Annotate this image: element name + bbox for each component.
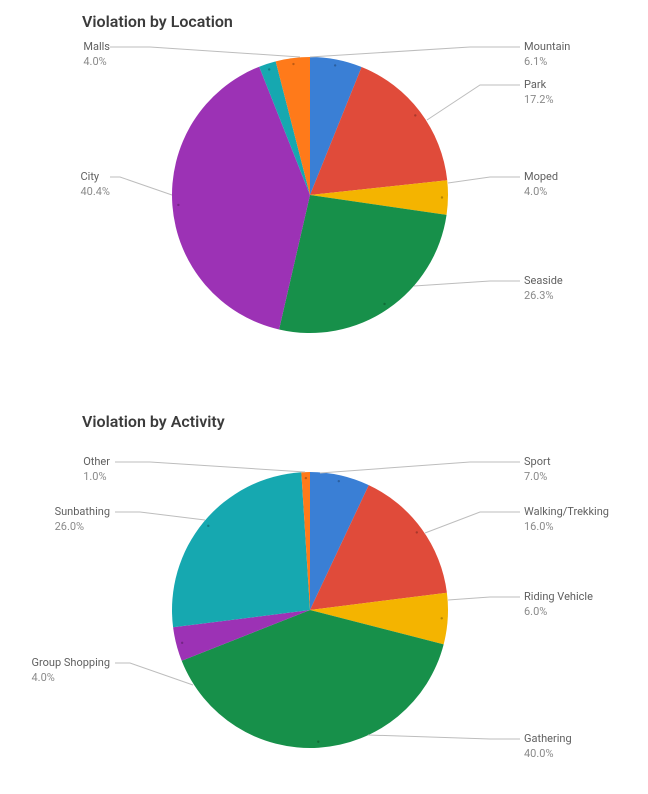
slice-label: Moped4.0%: [524, 170, 558, 200]
slice-label-pct: 16.0%: [524, 520, 609, 535]
slice-label-pct: 1.0%: [83, 470, 110, 485]
leader-line: [414, 281, 520, 286]
chart-location: Violation by LocationMountain6.1%Park17.…: [0, 0, 648, 400]
slice-label-name: Gathering: [524, 732, 572, 747]
pie-slice: [172, 472, 310, 627]
slice-marker: [416, 531, 418, 533]
slice-label-name: Sport: [524, 455, 551, 470]
slice-label-name: Moped: [524, 170, 558, 185]
leader-line: [427, 85, 520, 120]
slice-label: Gathering40.0%: [524, 732, 572, 762]
leader-line: [320, 462, 520, 473]
slice-label-name: Mountain: [524, 40, 570, 55]
leader-line: [115, 663, 193, 685]
slice-label: City40.4%: [80, 170, 110, 200]
leader-line: [448, 597, 520, 600]
leader-line: [310, 47, 520, 57]
slice-label-pct: 4.0%: [32, 671, 111, 686]
slice-label-name: Other: [83, 455, 110, 470]
slice-label: Group Shopping4.0%: [32, 656, 111, 686]
slice-marker: [292, 63, 294, 65]
slice-label-name: Group Shopping: [32, 656, 111, 671]
slice-label-pct: 40.0%: [524, 747, 572, 762]
slice-label-pct: 4.0%: [524, 185, 558, 200]
slice-label: Mountain6.1%: [524, 40, 570, 70]
slice-marker: [268, 68, 270, 70]
slice-label-pct: 40.4%: [80, 185, 110, 200]
slice-label-pct: 6.1%: [524, 55, 570, 70]
slice-marker: [338, 480, 340, 482]
slice-label-pct: 26.3%: [524, 289, 563, 304]
slice-marker: [317, 741, 319, 743]
leader-line: [448, 177, 520, 183]
slice-label-name: Malls: [83, 40, 110, 55]
slice-marker: [181, 642, 183, 644]
leader-line: [115, 462, 305, 472]
slice-label-name: Sunbathing: [55, 505, 110, 520]
slice-label-name: City: [80, 170, 110, 185]
slice-marker: [334, 64, 336, 66]
slice-label: Walking/Trekking16.0%: [524, 505, 609, 535]
slice-label-pct: 7.0%: [524, 470, 551, 485]
slice-marker: [441, 196, 443, 198]
slice-marker: [441, 617, 443, 619]
slice-label: Riding Vehicle6.0%: [524, 590, 593, 620]
slice-marker: [414, 114, 416, 116]
slice-marker: [207, 525, 209, 527]
slice-label-name: Park: [524, 78, 554, 93]
slice-label: Malls4.0%: [83, 40, 110, 70]
slice-label-pct: 17.2%: [524, 93, 554, 108]
leader-line: [368, 735, 520, 739]
slice-marker: [305, 477, 307, 479]
slice-label-name: Walking/Trekking: [524, 505, 609, 520]
slice-label-name: Seaside: [524, 274, 563, 289]
slice-marker: [383, 303, 385, 305]
leader-line: [115, 512, 205, 520]
slice-label: Seaside26.3%: [524, 274, 563, 304]
leader-line: [425, 512, 520, 533]
slice-label: Other1.0%: [83, 455, 110, 485]
slice-label: Park17.2%: [524, 78, 554, 108]
leader-line: [110, 47, 300, 57]
slice-label-pct: 26.0%: [55, 520, 110, 535]
slice-label: Sport7.0%: [524, 455, 551, 485]
slice-label-name: Riding Vehicle: [524, 590, 593, 605]
slice-label-pct: 4.0%: [83, 55, 110, 70]
leader-line: [110, 177, 172, 195]
slice-marker: [177, 204, 179, 206]
slice-label-pct: 6.0%: [524, 605, 593, 620]
chart-activity: Violation by ActivitySport7.0%Walking/Tr…: [0, 400, 648, 794]
slice-label: Sunbathing26.0%: [55, 505, 110, 535]
